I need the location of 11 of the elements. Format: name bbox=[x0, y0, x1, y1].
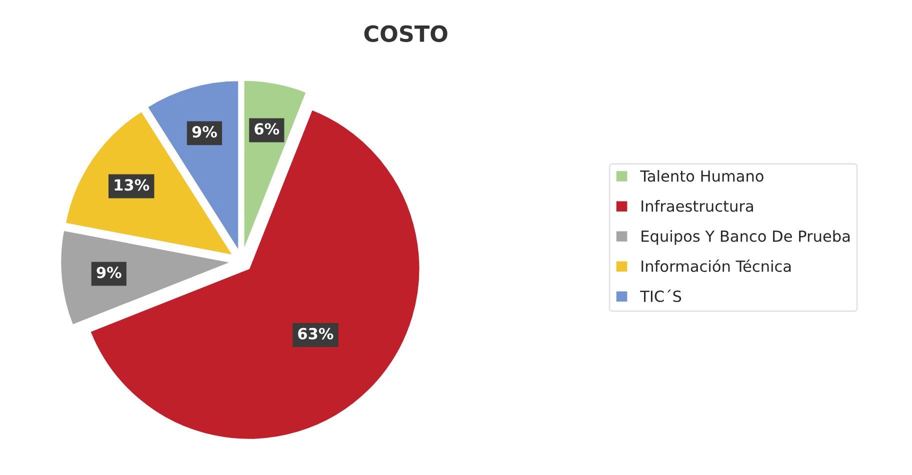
legend-label: Infraestructura bbox=[642, 200, 753, 212]
data-label: 6% bbox=[254, 123, 280, 135]
data-label: 9% bbox=[192, 126, 217, 138]
data-label: 63% bbox=[298, 328, 334, 340]
legend-label: Información Técnica bbox=[642, 260, 791, 272]
legend-label: Talento Humano bbox=[640, 170, 764, 182]
data-label: 9% bbox=[96, 266, 122, 278]
legend-label: TIC´S bbox=[640, 290, 682, 302]
legend-label: Equipos Y Banco De Prueba bbox=[642, 230, 850, 245]
chart-title: COSTO bbox=[364, 25, 448, 42]
data-label: 13% bbox=[114, 179, 150, 191]
